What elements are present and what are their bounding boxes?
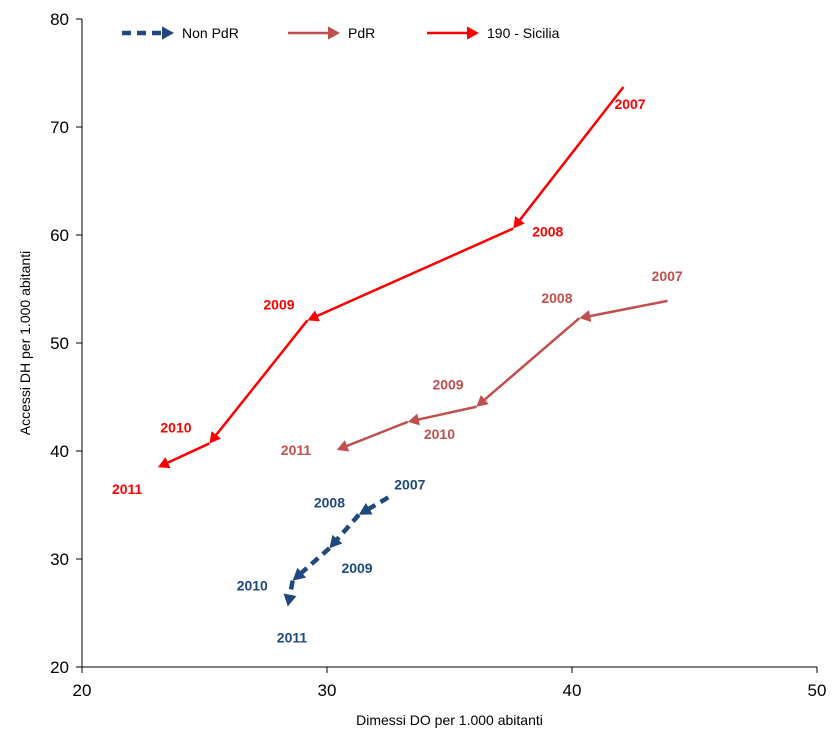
point-label: 2007	[652, 268, 683, 284]
series-segment	[416, 405, 477, 422]
point-label: 2008	[314, 495, 345, 511]
arrow-head	[476, 394, 489, 407]
y-tick-label: 20	[50, 658, 69, 677]
arrow-head	[329, 534, 343, 549]
point-labels: 2007 2008 2009 2010 2011 2007 2008 2009 2010 2011…	[112, 96, 683, 645]
point-label: 2009	[432, 377, 463, 393]
x-axis-title: Dimessi DO per 1.000 abitanti	[356, 712, 543, 728]
point-label: 2007	[614, 96, 645, 112]
y-tick-label: 60	[50, 226, 69, 245]
point-label: 2010	[424, 426, 455, 442]
arrow-head	[157, 457, 171, 469]
arrow-head	[292, 567, 307, 581]
series-segment	[517, 86, 625, 223]
arrow-head	[513, 216, 525, 229]
point-label: 2007	[394, 476, 425, 492]
arrow-head	[209, 431, 221, 444]
arrow-head	[307, 310, 320, 322]
series-segment	[298, 546, 331, 576]
point-label: 2011	[277, 630, 308, 646]
point-label: 2010	[160, 419, 191, 435]
y-tick-label: 80	[50, 10, 69, 29]
y-tick-label: 40	[50, 442, 69, 461]
legend-item: PdR	[288, 25, 375, 41]
series-segment	[587, 299, 668, 318]
arrow-head	[407, 413, 420, 426]
legend-arrow-head	[162, 26, 174, 40]
point-label: 2009	[341, 560, 372, 576]
legend-item: 190 - Sicilia	[427, 25, 560, 41]
legend-label: 190 - Sicilia	[487, 25, 560, 41]
series-layer	[157, 86, 668, 607]
legend-arrow-head	[467, 26, 479, 40]
point-label: 2011	[112, 481, 143, 497]
point-label: 2009	[263, 296, 294, 312]
x-tick-label: 20	[73, 681, 92, 700]
series-segment	[165, 442, 210, 465]
y-tick-label: 30	[50, 550, 69, 569]
y-tick-label: 70	[50, 118, 69, 137]
series-pdr	[336, 299, 668, 452]
arrow-head	[336, 440, 350, 452]
legend-label: Non PdR	[182, 25, 239, 41]
point-label: 2008	[532, 224, 563, 240]
series-segment	[213, 319, 309, 438]
legend-item: Non PdR	[122, 25, 239, 41]
point-label: 2011	[281, 442, 312, 458]
series-segment	[334, 513, 361, 543]
y-tick-label: 50	[50, 334, 69, 353]
x-tick-label: 50	[808, 681, 827, 700]
legend-arrow-head	[328, 26, 340, 40]
x-tick-label: 30	[318, 681, 337, 700]
series-segment	[287, 580, 295, 598]
point-label: 2008	[541, 290, 572, 306]
series-non-pdr	[283, 495, 390, 607]
arrow-head	[579, 310, 592, 322]
y-axis-title: Accessi DH per 1.000 abitanti	[17, 251, 33, 435]
legend: Non PdR PdR 190 - Sicilia	[122, 25, 560, 41]
series-segment	[482, 317, 581, 402]
series-190-sicilia	[157, 86, 625, 469]
point-label: 2010	[237, 578, 268, 594]
series-segment	[365, 495, 390, 512]
axes: 20 30 40 50 20 30 40 50 60 70 80	[50, 10, 826, 700]
series-segment	[344, 420, 409, 448]
arrow-head	[358, 502, 373, 515]
series-segment	[314, 227, 514, 318]
arrow-head	[283, 593, 297, 607]
legend-label: PdR	[348, 25, 375, 41]
x-tick-label: 40	[563, 681, 582, 700]
